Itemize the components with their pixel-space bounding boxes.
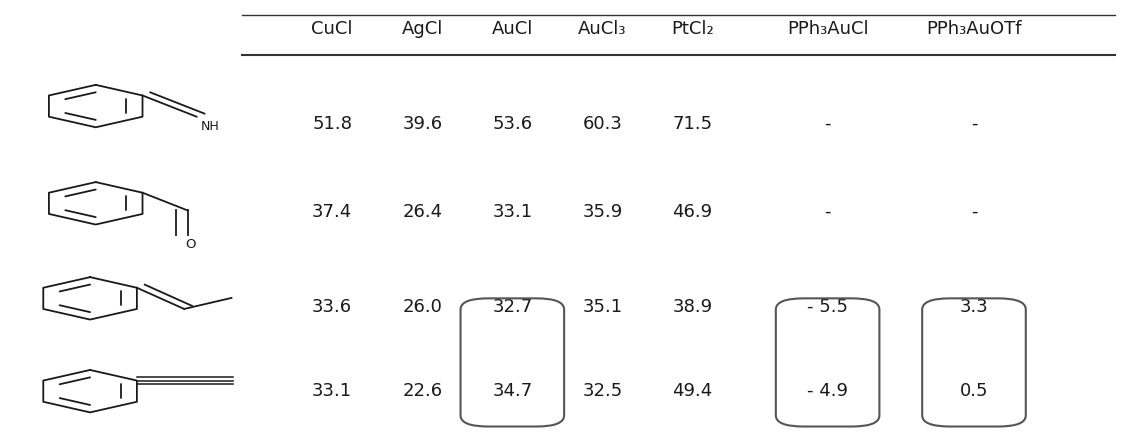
Text: 32.5: 32.5 (582, 382, 623, 400)
Text: AgCl: AgCl (402, 20, 443, 38)
Text: 26.4: 26.4 (402, 203, 443, 221)
Text: 35.9: 35.9 (582, 203, 623, 221)
Text: 3.3: 3.3 (959, 298, 989, 316)
Text: 53.6: 53.6 (492, 115, 533, 133)
Text: 0.5: 0.5 (959, 382, 989, 400)
Text: 49.4: 49.4 (672, 382, 713, 400)
Text: 60.3: 60.3 (582, 115, 623, 133)
Text: -: - (824, 115, 831, 133)
Text: O: O (186, 238, 196, 251)
Text: - 5.5: - 5.5 (807, 298, 848, 316)
Text: 33.1: 33.1 (492, 203, 533, 221)
Text: CuCl: CuCl (312, 20, 352, 38)
Text: AuCl₃: AuCl₃ (578, 20, 627, 38)
Text: -: - (971, 115, 977, 133)
Text: 38.9: 38.9 (672, 298, 713, 316)
Text: 39.6: 39.6 (402, 115, 443, 133)
Text: 71.5: 71.5 (672, 115, 713, 133)
Text: 34.7: 34.7 (492, 382, 533, 400)
Text: 33.1: 33.1 (312, 382, 352, 400)
Text: PPh₃AuCl: PPh₃AuCl (787, 20, 868, 38)
Text: PPh₃AuOTf: PPh₃AuOTf (927, 20, 1021, 38)
Text: AuCl: AuCl (492, 20, 533, 38)
Text: 51.8: 51.8 (312, 115, 352, 133)
Text: NH: NH (202, 120, 220, 133)
Text: 46.9: 46.9 (672, 203, 713, 221)
Text: 35.1: 35.1 (582, 298, 623, 316)
Text: 37.4: 37.4 (312, 203, 352, 221)
Text: 26.0: 26.0 (402, 298, 443, 316)
Text: 32.7: 32.7 (492, 298, 533, 316)
Text: 22.6: 22.6 (402, 382, 443, 400)
Text: -: - (971, 203, 977, 221)
Text: - 4.9: - 4.9 (807, 382, 848, 400)
Text: PtCl₂: PtCl₂ (671, 20, 714, 38)
Text: 33.6: 33.6 (312, 298, 352, 316)
Text: -: - (824, 203, 831, 221)
